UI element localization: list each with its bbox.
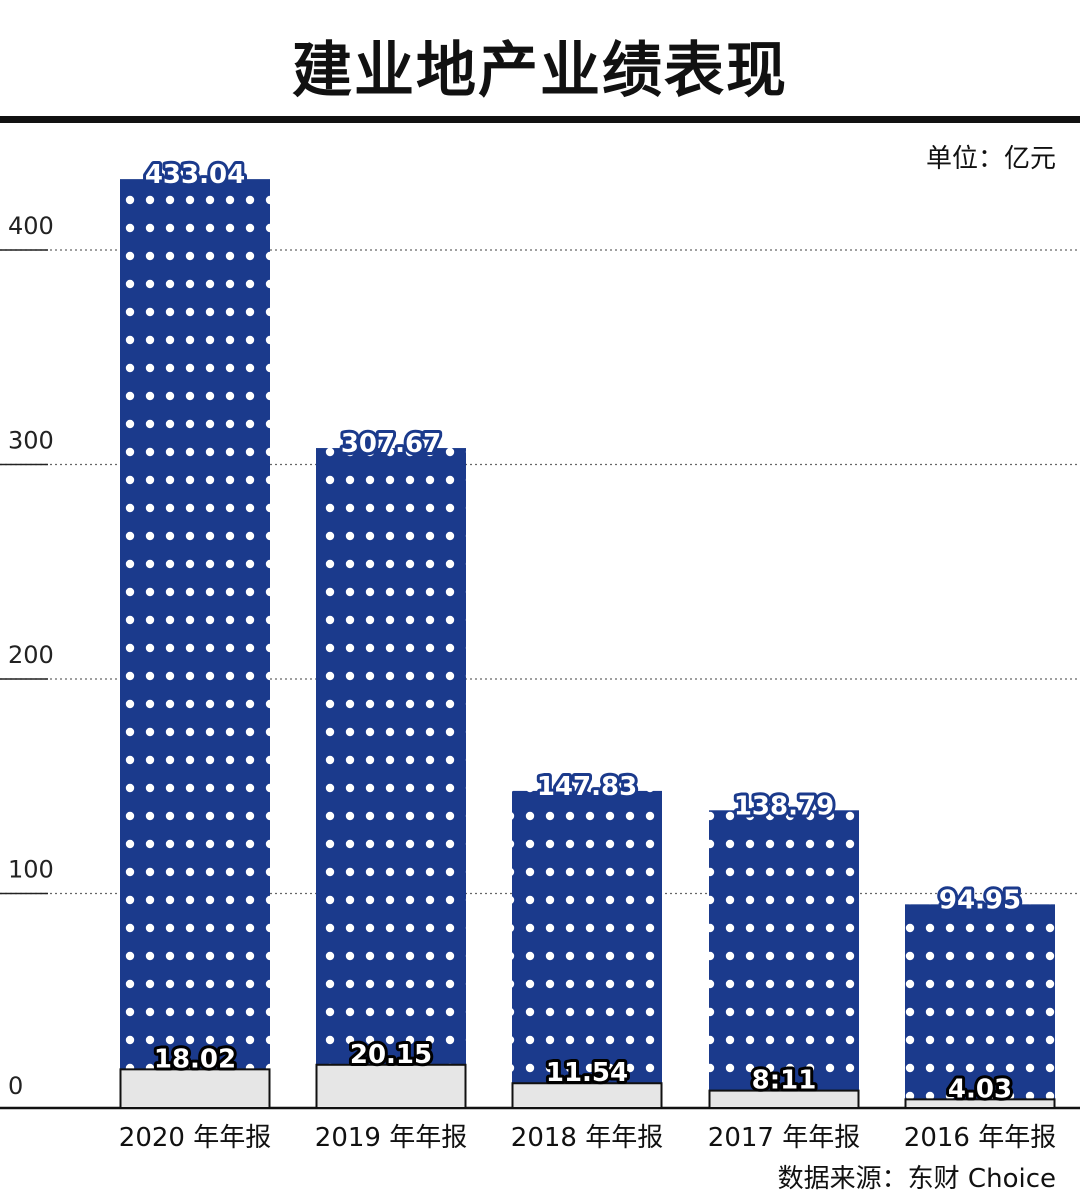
x-category-label: 2020 年年报: [119, 1123, 271, 1153]
profit-value-label: 4.03: [948, 1074, 1012, 1104]
revenue-bar: [512, 790, 662, 1108]
revenue-bar: [120, 179, 270, 1108]
x-category-label: 2019 年年报: [315, 1123, 467, 1153]
profit-value-label: 8:11: [752, 1066, 817, 1096]
y-tick-label: 100: [8, 856, 54, 884]
revenue-value-label: 433.04: [145, 160, 245, 190]
revenue-value-label: 94.95: [939, 885, 1021, 915]
profit-value-label: 11.54: [546, 1058, 628, 1088]
revenue-value-label: 307.67: [341, 429, 441, 459]
profit-value-label: 20.15: [350, 1040, 432, 1070]
profit-bar: [904, 1098, 1056, 1110]
y-tick-label: 300: [8, 427, 54, 455]
profit-bar: [511, 1082, 663, 1110]
revenue-bar: [316, 448, 466, 1108]
y-tick-label: 200: [8, 641, 54, 669]
x-category-label: 2017 年年报: [708, 1123, 860, 1153]
chart-title: 建业地产业绩表现: [292, 36, 788, 106]
profit-bar: [315, 1063, 467, 1110]
revenue-value-label: 147.83: [537, 772, 637, 802]
labels: 433.04 18.02 2020 年年报 307.67 20.15 2019 年年报 14…: [119, 157, 1056, 1153]
title-divider: [0, 116, 1080, 123]
y-tick-label: 0: [8, 1072, 23, 1100]
x-category-label: 2016 年年报: [904, 1123, 1056, 1153]
source-label: 数据来源：东财 Choice: [777, 1164, 1056, 1194]
x-category-label: 2018 年年报: [511, 1123, 663, 1153]
unit-label: 单位：亿元: [925, 144, 1056, 174]
bars: [119, 179, 1056, 1110]
revenue-bar: [709, 810, 859, 1108]
y-tick-label: 400: [8, 212, 54, 240]
profit-bar: [119, 1068, 271, 1110]
profit-bar: [708, 1089, 860, 1110]
bar-chart: 0 100 200 300 400 433.04 18.02 2020 年年报 307.67 2…: [0, 157, 1080, 1153]
revenue-bar: [905, 904, 1055, 1108]
revenue-value-label: 138.79: [734, 791, 834, 821]
profit-value-label: 18.02: [154, 1044, 236, 1074]
